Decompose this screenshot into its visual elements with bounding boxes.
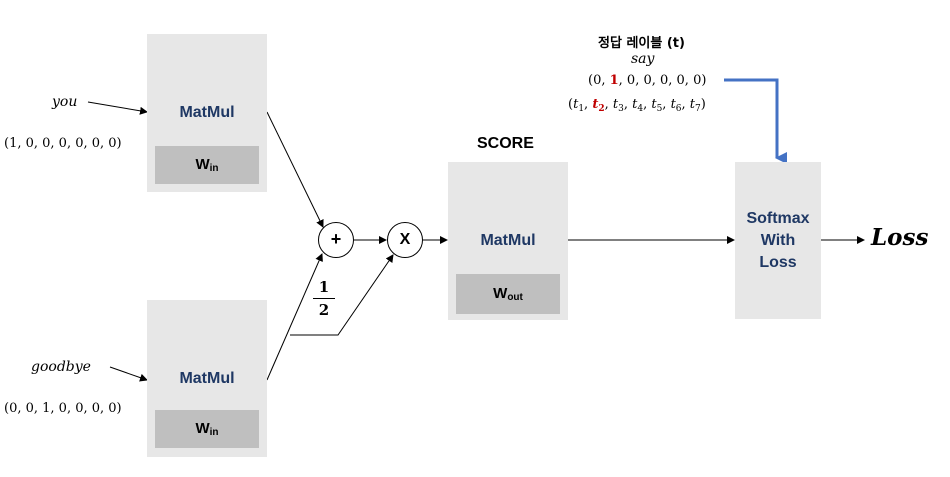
softmax-with-loss-box: Softmax With Loss [735, 162, 821, 319]
input-word-you: you [52, 94, 78, 110]
arrow-matmul2-to-plus [266, 253, 323, 381]
answer-hot-value: 1 [609, 73, 619, 88]
matmul-label-bottom: MatMul [179, 370, 235, 387]
times-node: X [387, 222, 423, 258]
half-numerator: 1 [318, 278, 330, 296]
matmul-box-top: MatMul Win [147, 34, 267, 192]
softmax-with-loss-label: Softmax With Loss [746, 210, 810, 271]
weight-wout: Wout [456, 274, 560, 314]
matmul-box-bottom: MatMul Win [147, 300, 267, 457]
arrow-half-to-times [290, 254, 394, 336]
arrow-matmul1-to-plus [266, 111, 324, 228]
t-item: t4 [632, 97, 644, 114]
answer-word: say [631, 51, 655, 67]
t-item: t5 [651, 97, 663, 114]
t-item: t7 [689, 97, 701, 114]
answer-label-title: 정답 레이블 (t) [598, 36, 685, 51]
input-vector-you: (1, 0, 0, 0, 0, 0, 0) [4, 136, 122, 151]
plus-node: + [318, 222, 354, 258]
answer-t-vector: (t1, t2, t3, t4, t5, t6, t7) [568, 97, 706, 114]
t-item: t3 [612, 97, 624, 114]
weight-win-top: Win [155, 146, 259, 184]
input-word-goodbye: goodbye [31, 359, 91, 375]
input-vector-goodbye: (0, 0, 1, 0, 0, 0, 0) [4, 401, 122, 416]
arrow-you-to-matmul [87, 101, 148, 115]
t-item: t2 [592, 97, 605, 114]
half-denominator: 2 [318, 301, 330, 319]
matmul-box-score: MatMul Wout [448, 162, 568, 320]
t-item: t6 [670, 97, 682, 114]
matmul-label-score: MatMul [480, 232, 536, 249]
t-item: t1 [573, 97, 585, 114]
score-label: SCORE [477, 135, 534, 152]
half-fraction: 1 2 [313, 278, 335, 319]
arrow-goodbye-to-matmul [109, 366, 148, 382]
weight-win-bottom: Win [155, 410, 259, 448]
arrow-answer-to-softmax [724, 78, 787, 164]
loss-output: Loss [871, 224, 929, 251]
fraction-bar [313, 298, 335, 299]
answer-vector: (0, 1, 0, 0, 0, 0, 0) [588, 73, 707, 88]
matmul-label-top: MatMul [179, 104, 235, 121]
